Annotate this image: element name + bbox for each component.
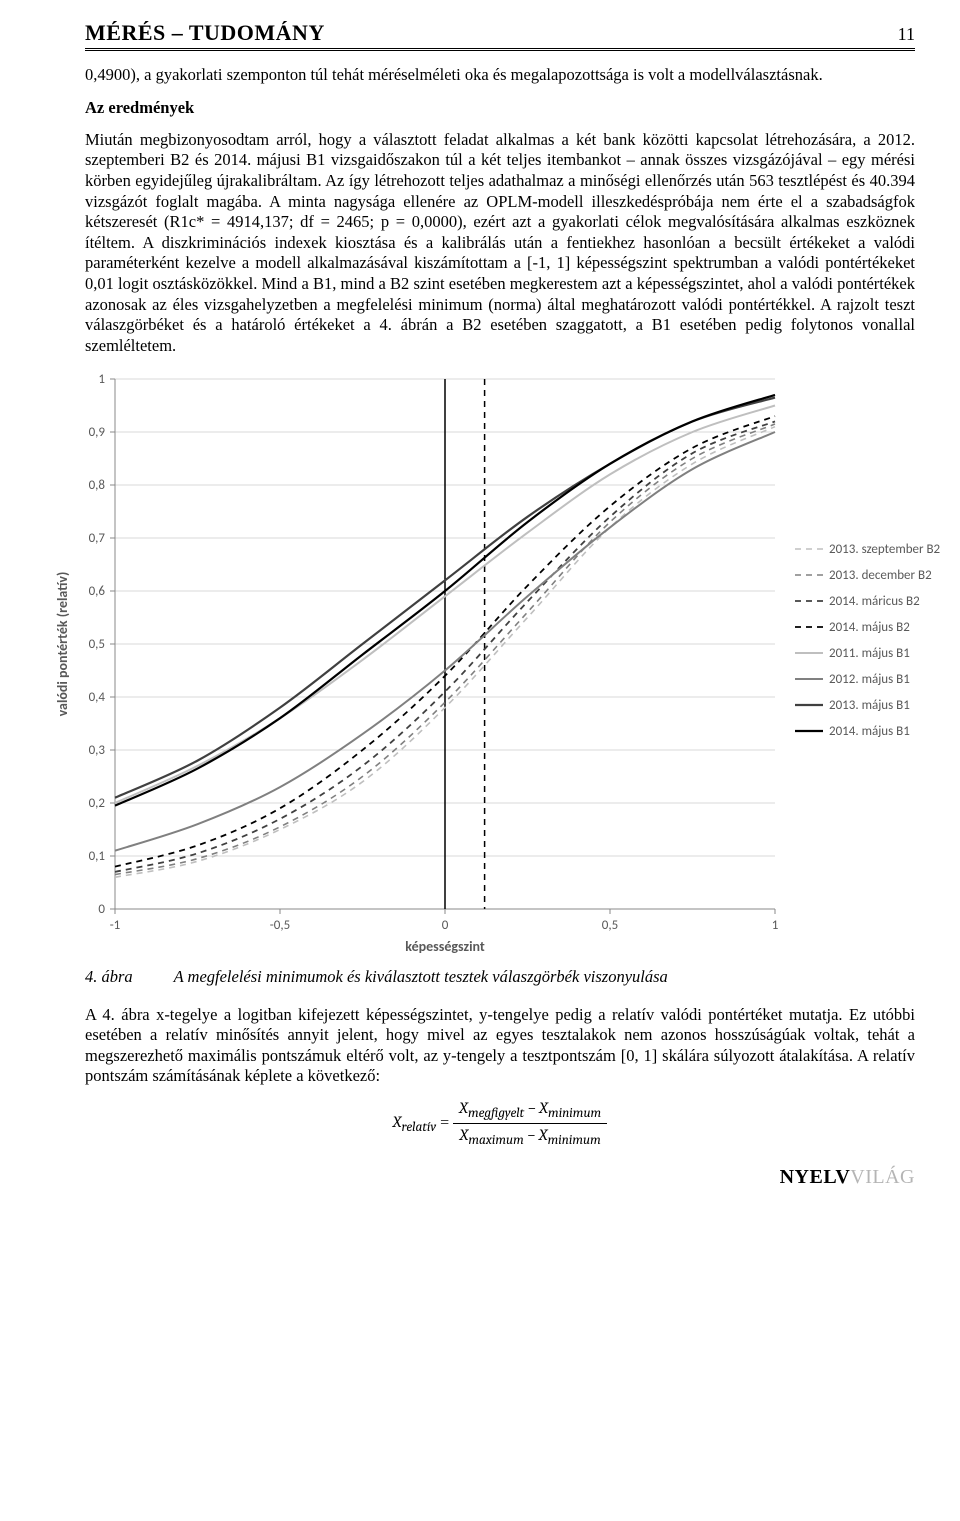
svg-text:képességszint: képességszint [405, 938, 485, 955]
footer-logo: NYELVVILÁG [85, 1166, 915, 1189]
paragraph-results: Miután megbizonyosodtam arról, hogy a vá… [85, 130, 915, 357]
svg-text:0,5: 0,5 [89, 637, 105, 652]
svg-text:0,4: 0,4 [89, 690, 106, 705]
svg-text:valódi pontérték (relatív): valódi pontérték (relatív) [54, 571, 71, 716]
figure-4-chart: 0 0,1 0,2 0,3 0,4 0,5 0,6 0,7 0,8 0,9 1 -1 -0,5 0 0,5 1… [45, 369, 960, 959]
svg-text:2014. máricus B2: 2014. máricus B2 [829, 594, 920, 609]
svg-text:0,9: 0,9 [89, 425, 106, 440]
svg-text:1: 1 [98, 372, 105, 387]
page-number: 11 [898, 24, 915, 45]
svg-text:-1: -1 [110, 918, 121, 933]
svg-text:2013. december B2: 2013. december B2 [829, 568, 932, 583]
footer-grey: VILÁG [850, 1166, 915, 1188]
svg-text:2014. május B1: 2014. május B1 [829, 724, 910, 739]
page-header: MÉRÉS – TUDOMÁNY 11 [85, 20, 915, 51]
footer-bold: NYELV [780, 1166, 851, 1188]
svg-text:2013. május B1: 2013. május B1 [829, 698, 910, 713]
svg-text:0,1: 0,1 [89, 849, 105, 864]
formula-relative-score: Xrelatív = Xmegfigyelt − Xminimum Xmaxim… [85, 1099, 915, 1148]
caption-number: 4. ábra [85, 967, 133, 986]
line-chart-svg: 0 0,1 0,2 0,3 0,4 0,5 0,6 0,7 0,8 0,9 1 -1 -0,5 0 0,5 1… [45, 369, 960, 959]
paragraph-intro: 0,4900), a gyakorlati szemponton túl teh… [85, 65, 915, 86]
svg-text:0,6: 0,6 [89, 584, 106, 599]
svg-text:0,3: 0,3 [89, 743, 106, 758]
paragraph-after-figure: A 4. ábra x-tegelye a logitban kifejezet… [85, 1005, 915, 1088]
svg-text:2013. szeptember B2: 2013. szeptember B2 [829, 542, 941, 557]
formula-lhs: X [393, 1113, 402, 1131]
section-heading: Az eredmények [85, 98, 915, 118]
svg-text:0: 0 [98, 902, 105, 917]
caption-text: A megfelelési minimumok és kiválasztott … [174, 967, 668, 986]
svg-text:2012. május B1: 2012. május B1 [829, 672, 910, 687]
figure-caption: 4. ábra A megfelelési minimumok és kivál… [85, 967, 915, 987]
svg-text:0,7: 0,7 [89, 531, 106, 546]
svg-text:0,8: 0,8 [89, 478, 106, 493]
svg-text:-0,5: -0,5 [270, 918, 290, 933]
header-title: MÉRÉS – TUDOMÁNY [85, 20, 325, 46]
svg-text:0,5: 0,5 [602, 918, 618, 933]
svg-text:0,2: 0,2 [89, 796, 106, 811]
svg-text:2014. május B2: 2014. május B2 [829, 620, 910, 635]
svg-text:2011. május B1: 2011. május B1 [829, 646, 910, 661]
svg-text:1: 1 [772, 918, 779, 933]
svg-text:0: 0 [442, 918, 449, 933]
